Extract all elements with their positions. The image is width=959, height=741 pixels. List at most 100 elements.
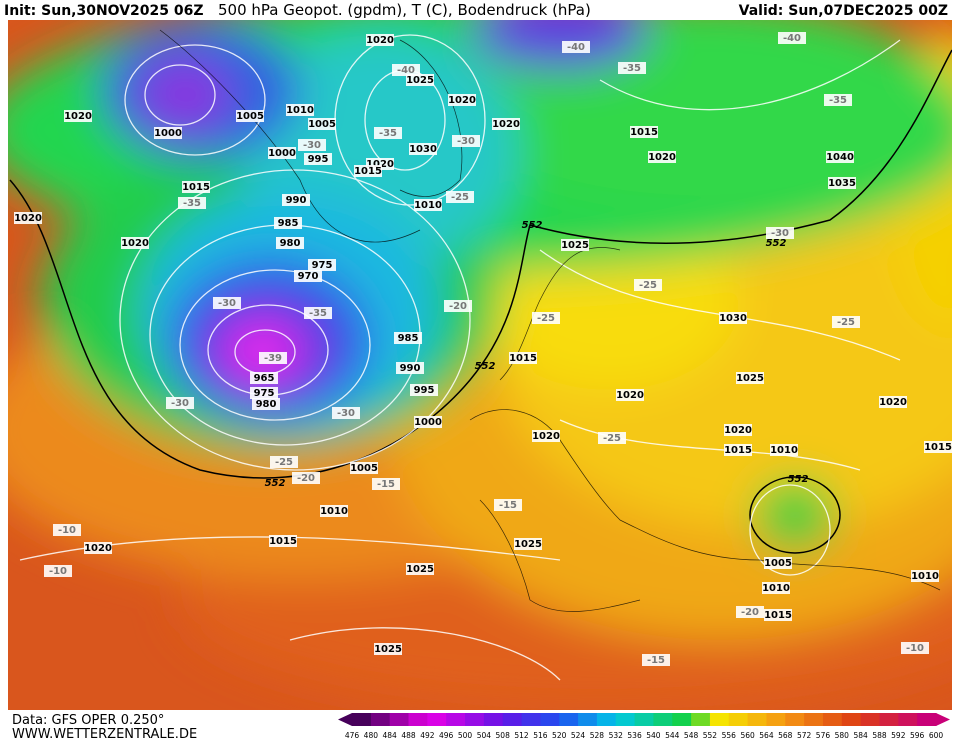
temperature-label: -15 — [377, 479, 395, 490]
colorbar-arrow-right — [936, 713, 950, 726]
pressure-label-box — [911, 570, 939, 582]
geopotential-label: 552 — [788, 474, 809, 485]
colorbar-box — [728, 713, 749, 726]
colorbar-label: 520 — [552, 731, 567, 740]
pressure-label-box — [406, 563, 434, 575]
colorbar-box — [822, 713, 843, 726]
pressure-label-box — [924, 441, 952, 453]
temperature-label-box — [444, 300, 472, 312]
colorbar-label: 496 — [439, 731, 454, 740]
temperature-label-box — [213, 297, 241, 309]
pressure-label-box — [719, 312, 747, 324]
map-labels: 1020 1025 1020 1020 1005 1010 1005 1000 1000 995 1… — [14, 32, 952, 666]
temperature-label: -30 — [771, 228, 789, 239]
pressure-label: 1010 — [762, 583, 790, 594]
colorbar-box — [879, 713, 899, 726]
pressure-label-box — [236, 110, 264, 122]
pressure-label-box — [648, 151, 676, 163]
temperature-label-box — [901, 642, 929, 654]
pressure-label-box — [764, 557, 792, 569]
pressure-label: 990 — [286, 195, 307, 206]
pressure-label: 1035 — [828, 178, 856, 189]
temperature-label: -10 — [58, 525, 76, 536]
pressure-label: 1025 — [374, 644, 402, 655]
pressure-label: 1020 — [724, 425, 752, 436]
colorbar-label: 512 — [514, 731, 529, 740]
temperature-label: -25 — [451, 192, 469, 203]
temperature-label: -40 — [397, 65, 415, 76]
colorbar-label: 524 — [571, 731, 586, 740]
pressure-label-box — [84, 542, 112, 554]
colorbar-label: 584 — [853, 731, 868, 740]
pressure-label: 970 — [298, 271, 319, 282]
temperature-label: -35 — [379, 128, 397, 139]
temperature-label-box — [778, 32, 806, 44]
temperature-label: -25 — [639, 280, 657, 291]
pressure-label: 1000 — [154, 128, 182, 139]
temperature-label: -25 — [275, 457, 293, 468]
temperature-label: -20 — [741, 607, 759, 618]
geopotential-label: 552 — [766, 238, 787, 249]
colorbar-box — [766, 713, 786, 726]
temperature-label-box — [392, 64, 420, 76]
colorbar-label: 532 — [609, 731, 624, 740]
pressure-label-box — [561, 239, 589, 251]
pressure-label: 1010 — [320, 506, 348, 517]
pressure-label-box — [121, 237, 149, 249]
pressure-label: 1025 — [736, 373, 764, 384]
pressure-label: 1015 — [630, 127, 658, 138]
pressure-label: 1020 — [492, 119, 520, 130]
temperature-label-box — [618, 62, 646, 74]
temperature-label: -25 — [837, 317, 855, 328]
colorbar-box — [917, 713, 937, 726]
colorbar-label: 580 — [835, 731, 850, 740]
temperature-label: -40 — [783, 33, 801, 44]
pressure-label: 1000 — [414, 417, 442, 428]
colorbar-label: 548 — [684, 731, 699, 740]
temperature-label: -10 — [49, 566, 67, 577]
colorbar-box — [559, 713, 579, 726]
temperature-label-box — [372, 478, 400, 490]
pressure-label-box — [724, 424, 752, 436]
pressure-label: 1005 — [350, 463, 378, 474]
pressure-label: 985 — [398, 333, 419, 344]
colorbar-box — [427, 713, 447, 726]
pressure-label: 990 — [400, 363, 421, 374]
pressure-label: 1015 — [182, 182, 210, 193]
colorbar-box — [389, 713, 410, 726]
temperature-label: -25 — [537, 313, 555, 324]
temperature-label-box — [53, 524, 81, 536]
colorbar-label: 556 — [722, 731, 737, 740]
pressure-label: 1015 — [509, 353, 537, 364]
temperature-label-box — [824, 94, 852, 106]
pressure-label: 1015 — [924, 442, 952, 453]
colorbar-box — [521, 713, 541, 726]
pressure-label: 1020 — [532, 431, 560, 442]
pressure-label: 1025 — [406, 75, 434, 86]
website: WWW.WETTERZENTRALE.DE — [12, 727, 197, 741]
pressure-label-box — [448, 94, 476, 106]
geopotential-label: 552 — [265, 478, 286, 489]
colorbar-label: 516 — [533, 731, 548, 740]
colorbar-box — [672, 713, 692, 726]
pressure-label: 1015 — [269, 536, 297, 547]
pressure-label: 1000 — [268, 148, 296, 159]
temperature-label-box — [452, 135, 480, 147]
colorbar-box — [596, 713, 617, 726]
pressure-label: 1015 — [764, 610, 792, 621]
pressure-label-box — [252, 398, 280, 410]
temperature-label-box — [634, 279, 662, 291]
colorbar-label: 492 — [420, 731, 435, 740]
pressure-label-box — [410, 384, 438, 396]
pressure-label: 1030 — [719, 313, 747, 324]
colorbar: 476 480 484 488 492 496 500 504 508 512 516 520 524 5… — [338, 713, 950, 740]
temperature-label: -30 — [457, 136, 475, 147]
temperature-label-box — [304, 307, 332, 319]
pressure-label-box — [828, 177, 856, 189]
colorbar-box — [709, 713, 730, 726]
map-title: 500 hPa Geopot. (gpdm), T (C), Bodendruc… — [218, 1, 591, 19]
pressure-label-box — [826, 151, 854, 163]
pressure-label-box — [268, 147, 296, 159]
pressure-label-box — [630, 126, 658, 138]
